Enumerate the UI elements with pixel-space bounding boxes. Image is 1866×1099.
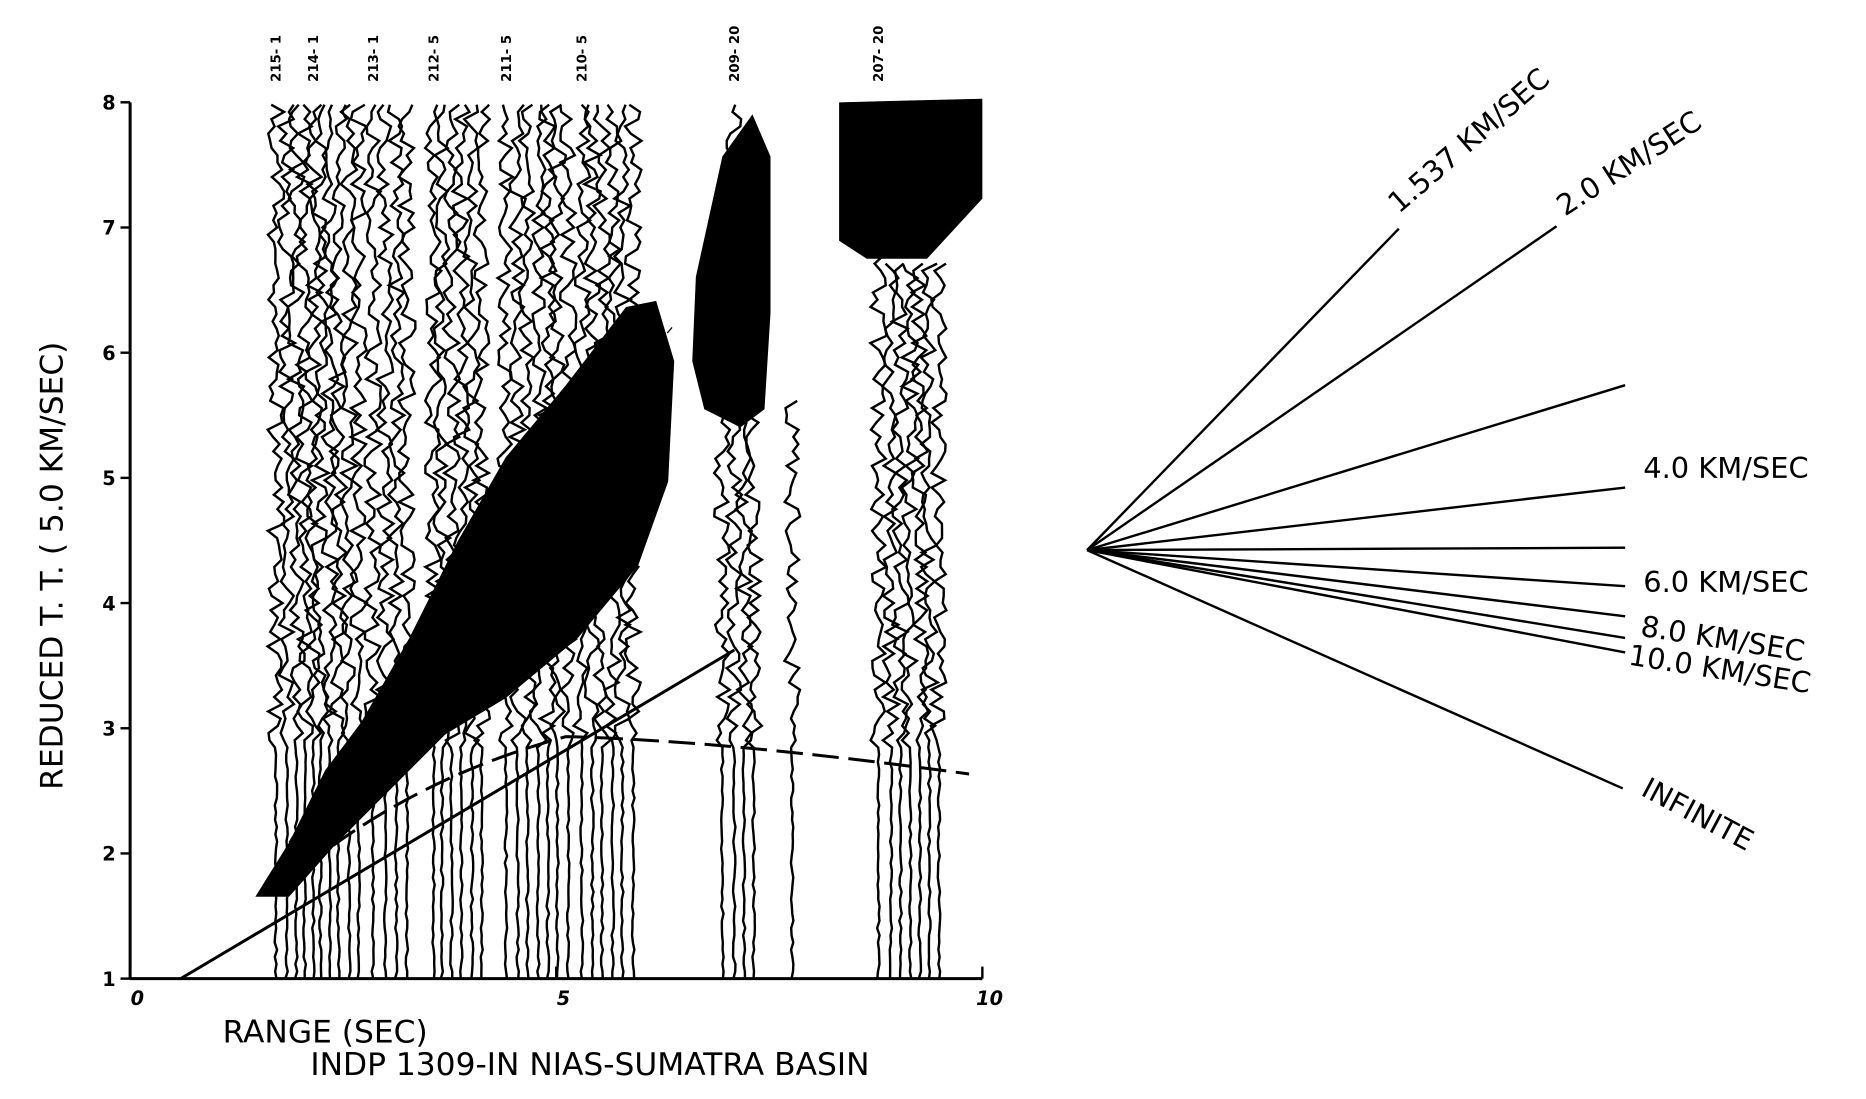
y-axis-label: REDUCED T. T. ( 5.0 KM/SEC) [35, 342, 71, 790]
trace-label: 211- 5 [500, 35, 515, 82]
y-tick-label: 2 [102, 843, 115, 866]
trace-label: 213- 1 [367, 35, 382, 82]
trace [422, 104, 444, 980]
trace [441, 103, 462, 980]
x-tick-label: 5 [557, 987, 570, 1010]
x-tick-label: 0 [131, 987, 144, 1010]
trace [338, 103, 360, 980]
trace [276, 104, 298, 980]
fan-line [1086, 548, 1626, 654]
y-tick-label: 7 [102, 217, 115, 240]
trace-label: 209- 20 [728, 26, 743, 82]
travel-time-line [179, 648, 736, 980]
fan-line [1086, 227, 1400, 551]
trace [611, 104, 634, 979]
trace [724, 104, 745, 980]
trace [909, 262, 930, 980]
trace [285, 103, 307, 980]
trace-label: 207- 20 [872, 26, 887, 82]
velocity-label: 2.0 KM/SEC [1550, 104, 1707, 223]
trace [603, 104, 623, 980]
y-tick-label: 5 [102, 467, 115, 490]
chart-title: INDP 1309-IN NIAS-SUMATRA BASIN [310, 1047, 869, 1083]
trace [432, 104, 453, 980]
y-tick-label: 1 [102, 968, 115, 991]
trace [327, 104, 349, 980]
x-axis-label: RANGE (SEC) [223, 1014, 428, 1050]
fan-line [1087, 546, 1626, 552]
trace [517, 103, 538, 980]
fan-line [1086, 549, 1624, 790]
trace [733, 400, 755, 980]
trace [470, 103, 492, 980]
trace [265, 103, 287, 980]
y-tick-label: 8 [102, 92, 115, 115]
trace [396, 104, 417, 980]
trace [743, 399, 765, 980]
arrival-band [839, 98, 983, 259]
y-tick-label: 3 [102, 717, 115, 740]
trace [363, 104, 384, 980]
trace [309, 104, 332, 980]
trace [928, 262, 948, 980]
velocity-label: 1.537 KM/SEC [1381, 61, 1556, 219]
fan-line [1086, 486, 1626, 552]
trace [303, 103, 325, 980]
travel-time-curve [275, 735, 970, 892]
trace [868, 104, 889, 980]
trace [581, 104, 604, 980]
x-tick-label: 10 [976, 987, 1003, 1010]
trace [536, 103, 559, 980]
fan-line [1086, 548, 1626, 640]
trace [461, 104, 483, 980]
y-tick-label: 4 [102, 592, 115, 615]
trace [347, 103, 369, 980]
trace [495, 104, 516, 980]
fan-line [1086, 384, 1626, 552]
trace [889, 262, 911, 980]
velocity-label: INFINITE [1636, 771, 1759, 858]
trace-label: 214- 1 [307, 35, 322, 82]
trace [319, 104, 341, 979]
velocity-label: 4.0 KM/SEC [1643, 451, 1808, 485]
fan-line [1086, 225, 1558, 552]
trace-label: 212- 5 [427, 35, 442, 82]
trace [782, 399, 802, 980]
trace [557, 104, 578, 980]
record-section [179, 98, 1626, 980]
trace [591, 104, 613, 980]
velocity-label: 6.0 KM/SEC [1643, 565, 1808, 599]
trace [622, 103, 645, 980]
trace [450, 104, 472, 980]
trace [547, 103, 568, 980]
trace [571, 103, 593, 980]
trace [712, 399, 732, 980]
fan-line [1086, 548, 1626, 588]
trace-label: 215- 1 [270, 35, 285, 82]
trace [918, 262, 941, 980]
trace [880, 262, 902, 980]
y-tick-label: 6 [102, 342, 115, 365]
fan-line [1086, 548, 1626, 618]
trace [294, 103, 315, 980]
trace-label: 210- 5 [576, 35, 591, 82]
trace [385, 104, 407, 980]
